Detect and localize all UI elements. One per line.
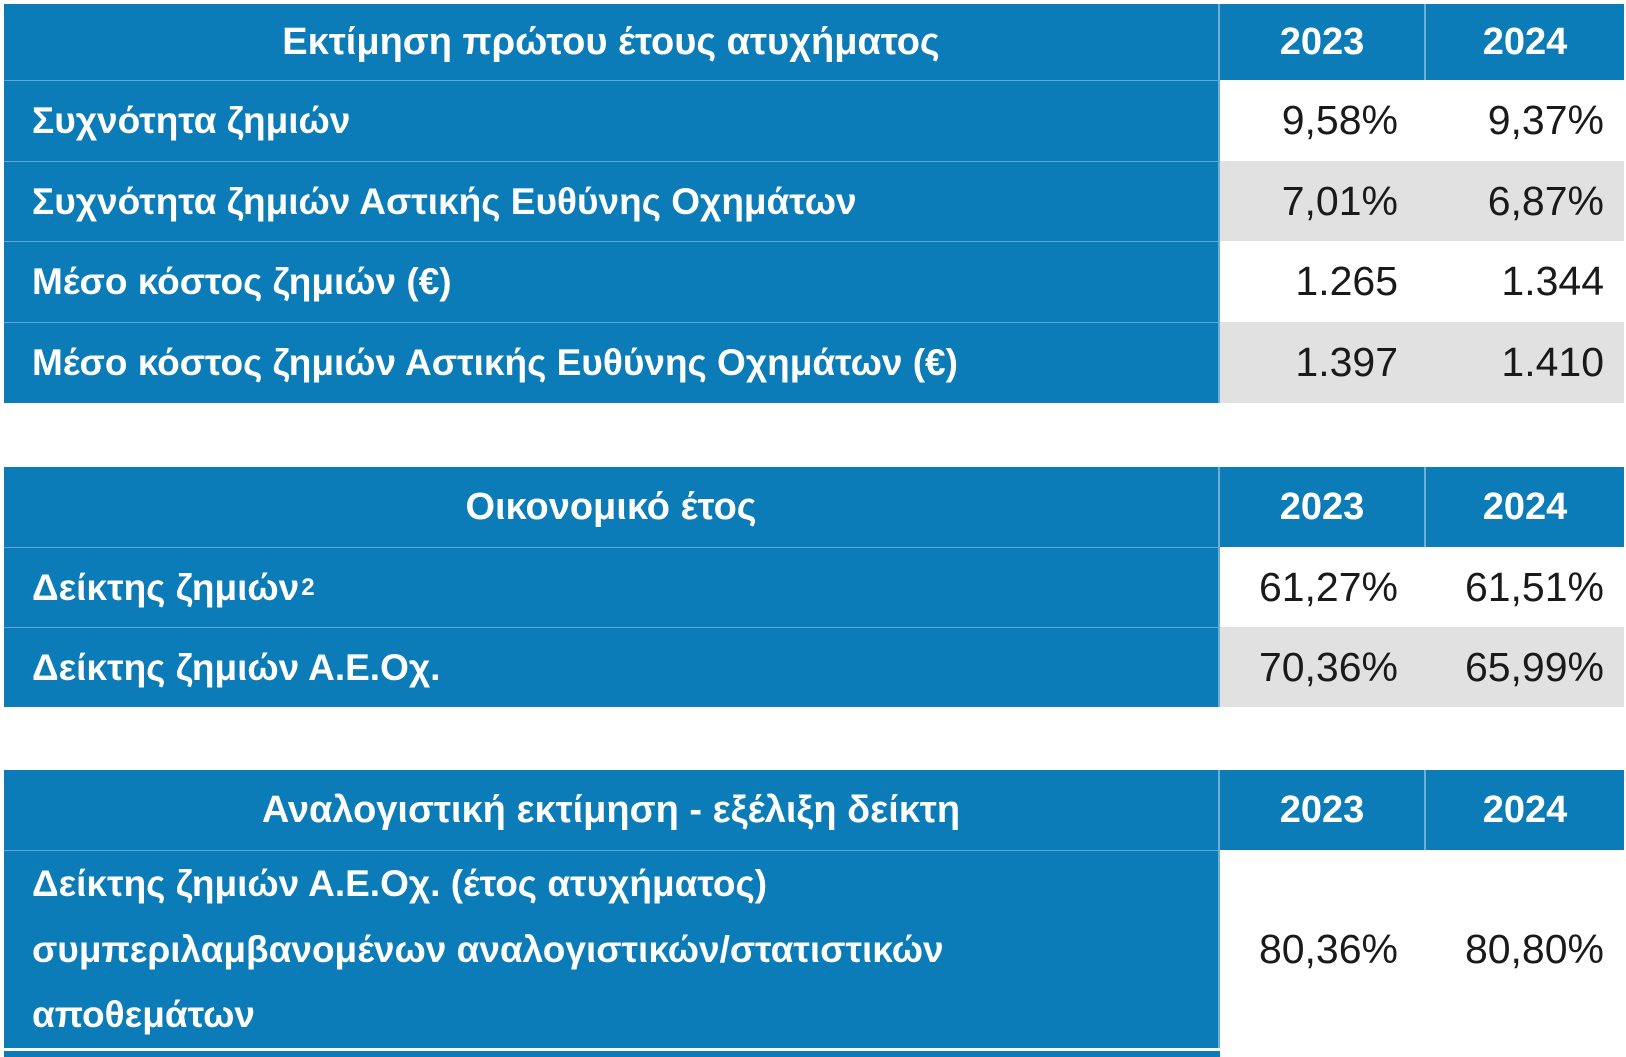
- row-label: Μέσο κόστος ζημιών Αστικής Ευθύνης Οχημά…: [4, 322, 1220, 403]
- accident-year-table: Εκτίμηση πρώτου έτους ατυχήματος 2023 20…: [4, 4, 1624, 403]
- table-row: Μέσο κόστος ζημιών Αστικής Ευθύνης Οχημά…: [4, 322, 1624, 403]
- row-label: Δείκτης ζημιών 2: [4, 547, 1220, 627]
- value-2023: 9,58%: [1220, 80, 1424, 161]
- value-2023: 1.265: [1220, 241, 1424, 322]
- value-2024: 6,87%: [1424, 161, 1624, 241]
- row-label-line: Δείκτης ζημιών Α.Ε.Οχ. (έτος ατυχήματος): [32, 862, 768, 904]
- table-row: Συχνότητα ζημιών Αστικής Ευθύνης Οχημάτω…: [4, 161, 1624, 241]
- actuarial-estimate-table: Αναλογιστική εκτίμηση - εξέλιξη δείκτη 2…: [4, 770, 1624, 1048]
- row-label: Μέσο κόστος ζημιών (€): [4, 241, 1220, 322]
- table-row: Μέσο κόστος ζημιών (€) 1.265 1.344: [4, 241, 1624, 322]
- table-continuation-strip: [4, 1051, 1220, 1057]
- table-spacer: [4, 707, 1624, 770]
- row-label-line: αποθεμάτων: [32, 994, 255, 1036]
- value-2024: 80,80%: [1424, 850, 1624, 1048]
- table-row: Δείκτης ζημιών Α.Ε.Οχ. 70,36% 65,99%: [4, 627, 1624, 707]
- report-tables: Εκτίμηση πρώτου έτους ατυχήματος 2023 20…: [4, 4, 1624, 1057]
- table-title: Εκτίμηση πρώτου έτους ατυχήματος: [4, 4, 1220, 80]
- value-2023: 1.397: [1220, 322, 1424, 403]
- year-column-header-2024: 2024: [1424, 4, 1624, 80]
- year-column-header-2024: 2024: [1424, 467, 1624, 547]
- value-2023: 80,36%: [1220, 850, 1424, 1048]
- value-2024: 61,51%: [1424, 547, 1624, 627]
- value-2023: 7,01%: [1220, 161, 1424, 241]
- table-header-row: Οικονομικό έτος 2023 2024: [4, 467, 1624, 547]
- table-title: Αναλογιστική εκτίμηση - εξέλιξη δείκτη: [4, 770, 1220, 850]
- table-row: Δείκτης ζημιών Α.Ε.Οχ. (έτος ατυχήματος)…: [4, 850, 1624, 1048]
- value-2024: 9,37%: [1424, 80, 1624, 161]
- value-2023: 70,36%: [1220, 627, 1424, 707]
- year-column-header-2023: 2023: [1220, 4, 1424, 80]
- row-label: Δείκτης ζημιών Α.Ε.Οχ.: [4, 627, 1220, 707]
- table-title: Οικονομικό έτος: [4, 467, 1220, 547]
- year-column-header-2023: 2023: [1220, 467, 1424, 547]
- row-label: Δείκτης ζημιών Α.Ε.Οχ. (έτος ατυχήματος)…: [4, 850, 1220, 1048]
- value-2024: 1.344: [1424, 241, 1624, 322]
- value-2024: 65,99%: [1424, 627, 1624, 707]
- table-header-row: Εκτίμηση πρώτου έτους ατυχήματος 2023 20…: [4, 4, 1624, 80]
- row-label-line: συμπεριλαμβανομένων αναλογιστικών/στατισ…: [32, 928, 944, 970]
- table-spacer: [4, 403, 1624, 467]
- value-2023: 61,27%: [1220, 547, 1424, 627]
- row-label: Συχνότητα ζημιών: [4, 80, 1220, 161]
- value-2024: 1.410: [1424, 322, 1624, 403]
- financial-year-table: Οικονομικό έτος 2023 2024 Δείκτης ζημιών…: [4, 467, 1624, 707]
- row-label: Συχνότητα ζημιών Αστικής Ευθύνης Οχημάτω…: [4, 161, 1220, 241]
- table-header-row: Αναλογιστική εκτίμηση - εξέλιξη δείκτη 2…: [4, 770, 1624, 850]
- table-row: Συχνότητα ζημιών 9,58% 9,37%: [4, 80, 1624, 161]
- year-column-header-2024: 2024: [1424, 770, 1624, 850]
- year-column-header-2023: 2023: [1220, 770, 1424, 850]
- row-label-text: Δείκτης ζημιών: [32, 566, 300, 608]
- table-row: Δείκτης ζημιών 2 61,27% 61,51%: [4, 547, 1624, 627]
